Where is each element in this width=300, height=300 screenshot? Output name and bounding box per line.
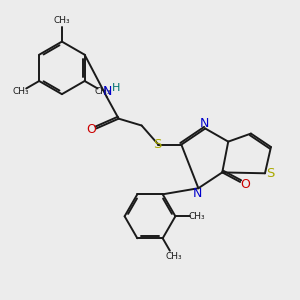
Text: CH₃: CH₃ [95, 87, 112, 96]
Text: N: N [103, 85, 112, 98]
Text: CH₃: CH₃ [54, 16, 70, 25]
Text: S: S [266, 167, 275, 180]
Text: O: O [241, 178, 250, 191]
Text: N: N [200, 117, 209, 130]
Text: O: O [86, 123, 96, 136]
Text: N: N [193, 187, 203, 200]
Text: S: S [154, 138, 162, 151]
Text: CH₃: CH₃ [189, 212, 205, 221]
Text: H: H [112, 83, 120, 93]
Text: CH₃: CH₃ [165, 252, 182, 261]
Text: CH₃: CH₃ [12, 87, 29, 96]
